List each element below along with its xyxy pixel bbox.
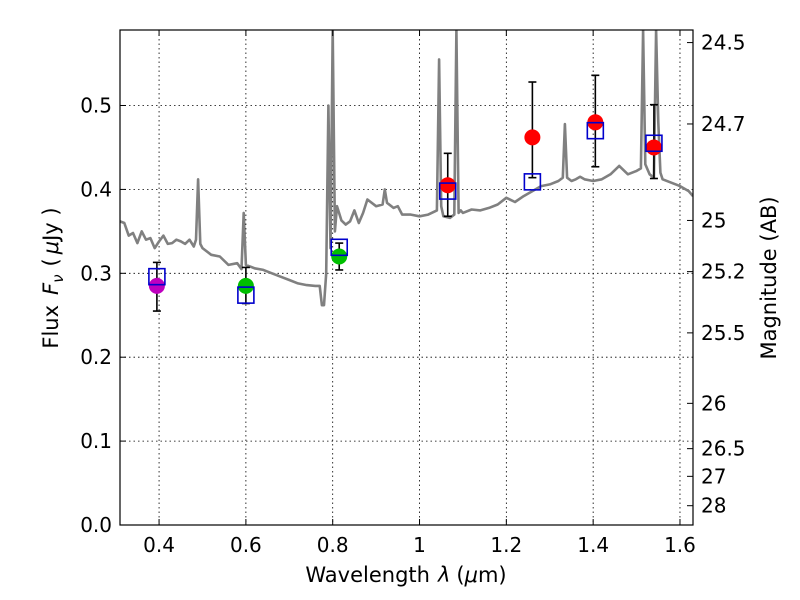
y2-tick-label: 24.7: [701, 112, 746, 136]
x-tick-label: 0.4: [143, 533, 175, 557]
model-photometry-square: [330, 238, 349, 257]
model-photometry-square: [438, 182, 457, 200]
model-spectrum-layer: [120, 30, 693, 307]
model-spectrum-line: [120, 30, 693, 307]
x-tick-label: 0.8: [317, 533, 349, 557]
model-photometry-squares: [148, 121, 663, 304]
y2-tick-label: 25.2: [701, 260, 746, 284]
y-tick-label: 0.2: [80, 345, 112, 369]
y-tick-label: 0.5: [80, 94, 112, 118]
observed-point: [439, 177, 456, 194]
y-tick-label: 0.1: [80, 429, 112, 453]
y2-tick-label: 24.5: [701, 31, 746, 55]
x-tick-label: 1.2: [490, 533, 522, 557]
y-axis-title: FluxFν(μJy ): [39, 207, 67, 348]
y2-tick-label: 25: [701, 208, 726, 232]
error-bars: [152, 74, 658, 312]
y2-tick-label: 25.5: [701, 321, 746, 345]
model-photometry-square: [237, 286, 255, 304]
y-tick-label: 0.0: [80, 513, 112, 537]
plot-frame: [119, 29, 694, 526]
model-photometry-square: [148, 267, 166, 286]
x-tick-label: 1.6: [664, 533, 696, 557]
y-tick-label: 0.3: [80, 261, 112, 285]
model-photometry-square: [645, 134, 663, 153]
x-tick-label: 1: [413, 533, 426, 557]
y-ticks: 0.0 0.1 0.2 0.3 0.4 0.5: [80, 94, 126, 537]
y2-tick-label: 27: [701, 464, 726, 488]
observed-point: [645, 139, 662, 156]
observed-points: [148, 114, 662, 294]
model-photometry-square: [586, 121, 605, 140]
y-tick-label: 0.4: [80, 177, 112, 201]
model-photometry-square: [523, 173, 542, 191]
y2-tick-label: 26.5: [701, 437, 746, 461]
x-tick-label: 0.6: [230, 533, 262, 557]
y2-ticks: 24.5 24.7 25 25.2 25.5 26 26.5 27 28: [687, 31, 746, 518]
x-tick-label: 1.4: [577, 533, 609, 557]
x-axis-title: Wavelength λ (μm): [305, 563, 506, 587]
x-ticks: 0.4 0.6 0.8 1 1.2 1.4 1.6: [143, 30, 696, 557]
grid-lines: [120, 30, 693, 526]
observed-point: [524, 129, 541, 146]
y2-tick-label: 28: [701, 494, 726, 518]
observed-point: [237, 277, 254, 294]
observed-point: [331, 248, 348, 265]
observed-point: [148, 277, 165, 294]
y2-tick-label: 26: [701, 391, 726, 415]
y2-axis-title: Magnitude (AB): [757, 196, 781, 359]
